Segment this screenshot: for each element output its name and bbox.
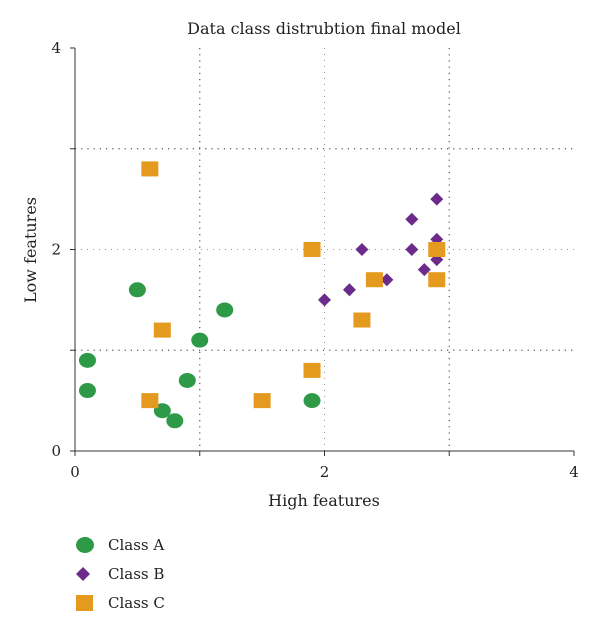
point-class-b: [342, 283, 356, 297]
point-class-c: [141, 161, 159, 177]
point-class-c: [141, 393, 159, 409]
point-class-a: [78, 352, 96, 368]
y-tick-label: 0: [51, 442, 61, 460]
x-tick-label: 0: [70, 463, 80, 481]
legend-label: Class B: [108, 564, 165, 583]
circle-marker-icon: [76, 534, 98, 556]
point-class-c: [353, 312, 371, 328]
point-class-c: [365, 272, 383, 288]
point-class-a: [178, 372, 196, 388]
point-class-b: [430, 192, 444, 206]
grid-lines: [75, 48, 574, 451]
point-class-a: [166, 413, 184, 429]
point-class-c: [428, 242, 446, 257]
point-class-c: [303, 242, 321, 257]
x-axis-label: High features: [268, 491, 380, 510]
point-class-c: [303, 362, 321, 378]
legend-item-class-b: Class B: [76, 559, 165, 588]
legend-item-class-a: Class A: [76, 530, 165, 559]
point-class-a: [191, 332, 209, 348]
scatter-chart: Data class distrubtion final model 0 2 4 0 2…: [21, 19, 579, 510]
point-class-c: [253, 393, 271, 409]
axes: [70, 47, 575, 456]
legend-label: Class C: [108, 593, 165, 612]
chart-title: Data class distrubtion final model: [187, 19, 461, 38]
y-tick-label: 2: [51, 241, 61, 259]
point-class-a: [303, 393, 321, 409]
diamond-marker-icon: [76, 563, 98, 585]
legend-label: Class A: [108, 535, 165, 554]
point-class-b: [405, 243, 419, 256]
data-points: [78, 161, 446, 429]
x-tick-label: 2: [320, 463, 330, 481]
point-class-b: [380, 273, 394, 287]
legend-item-class-c: Class C: [76, 588, 165, 617]
tick-labels: 0 2 4 0 2 4: [51, 39, 578, 481]
point-class-a: [78, 383, 96, 399]
y-axis-label: Low features: [21, 197, 40, 303]
point-class-a: [216, 302, 234, 318]
x-tick-label: 4: [569, 463, 579, 481]
point-class-c: [153, 322, 171, 338]
legend: Class A Class B Class C: [76, 530, 165, 617]
y-tick-label: 4: [51, 39, 61, 57]
point-class-a: [128, 282, 146, 298]
point-class-b: [417, 263, 431, 277]
square-marker-icon: [76, 592, 98, 614]
point-class-b: [405, 212, 419, 226]
point-class-b: [318, 293, 331, 307]
point-class-b: [355, 243, 369, 256]
point-class-c: [428, 272, 446, 288]
